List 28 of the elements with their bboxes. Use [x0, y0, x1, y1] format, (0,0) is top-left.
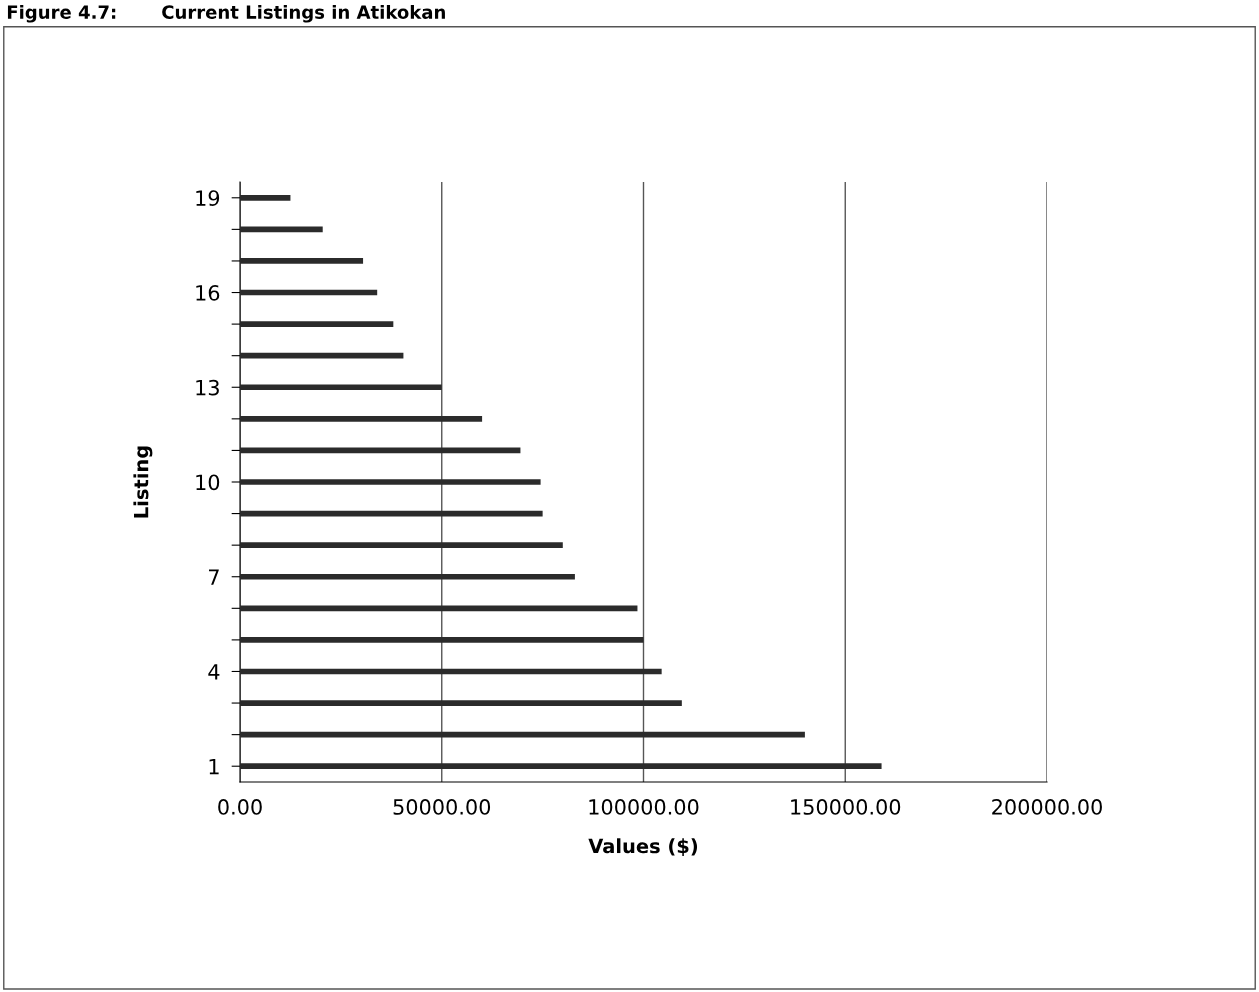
- y-tick-label: 13: [196, 379, 219, 396]
- bar: [240, 479, 541, 485]
- y-tick-label: 19: [196, 190, 220, 206]
- y-axis-title: Listing: [133, 446, 153, 518]
- y-tick-label: 1: [209, 758, 219, 775]
- x-tick-label: 50000.00: [393, 799, 491, 815]
- bar: [240, 763, 882, 770]
- chart-title: Figure 4.7: Current Listings in Atikokan: [7, 4, 445, 23]
- x-tick-label: 100000.00: [589, 799, 699, 815]
- y-tick-label: 10: [196, 474, 220, 491]
- bar: [240, 321, 394, 327]
- bar: [240, 416, 483, 422]
- y-tick-label: 7: [209, 569, 219, 585]
- bar: [240, 384, 442, 391]
- bar: [240, 637, 644, 643]
- bar: [240, 542, 563, 548]
- bar: [240, 605, 638, 612]
- x-tick-label: 0.00: [218, 799, 262, 815]
- y-tick-label: 4: [208, 664, 220, 680]
- x-tick-label: 200000.00: [992, 799, 1102, 815]
- bar: [240, 352, 404, 359]
- bar: [240, 194, 291, 201]
- x-tick-label: 150000.00: [791, 799, 901, 815]
- bar: [240, 573, 575, 580]
- bar: [240, 258, 364, 264]
- bar: [240, 700, 682, 706]
- x-axis-title: Values ($): [588, 838, 698, 856]
- y-tick-label: 16: [196, 284, 220, 301]
